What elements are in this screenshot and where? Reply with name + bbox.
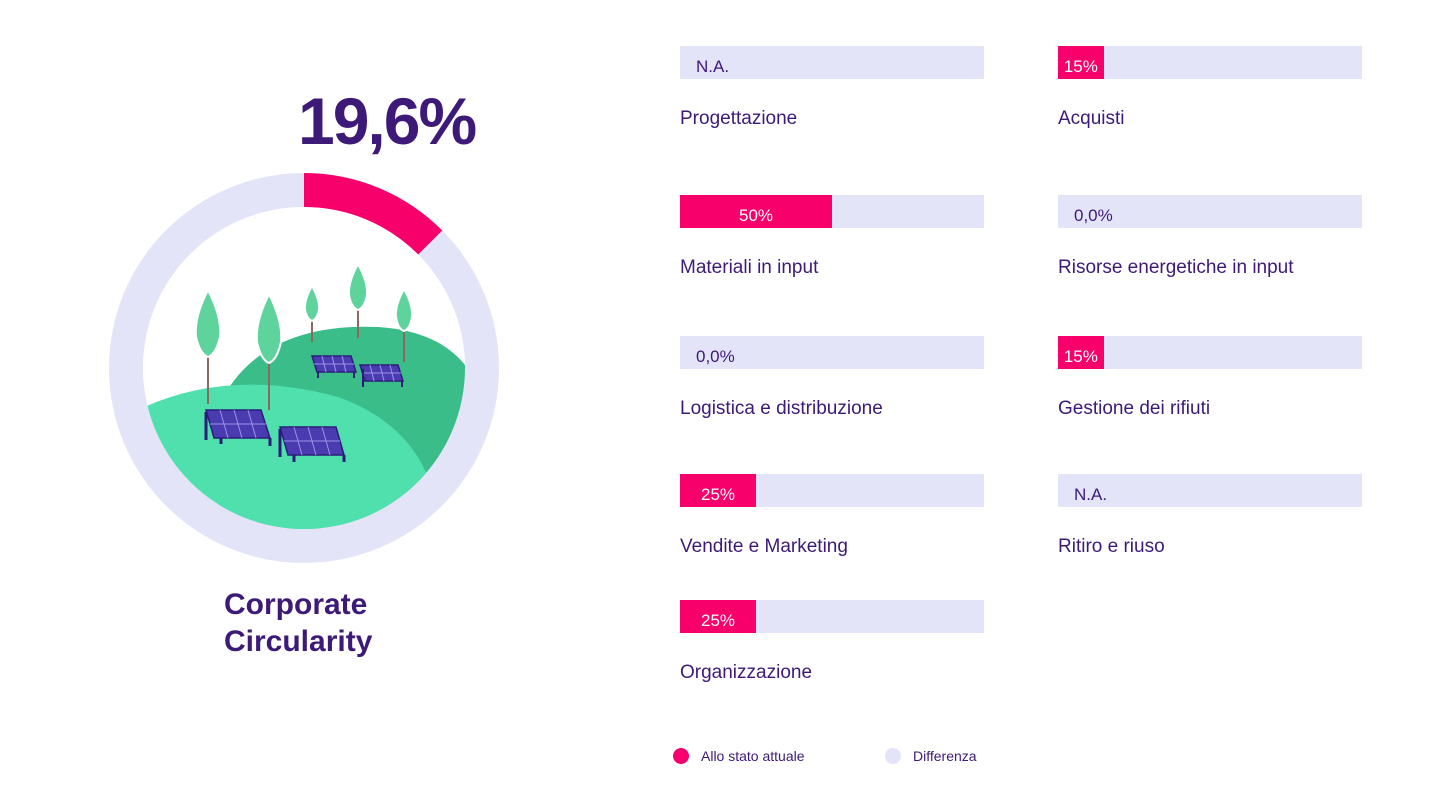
solar-panel-icon (310, 355, 358, 378)
metric-vendite-e-marketing: 25% Vendite e Marketing (680, 474, 984, 558)
metric-bar-fill (680, 195, 832, 228)
metric-bar-track: 0,0% (680, 336, 984, 369)
metric-bar-track: N.A. (680, 46, 984, 79)
metric-bar-fill (1058, 336, 1104, 369)
metric-materiali-in-input: 50% Materiali in input (680, 195, 984, 279)
metric-value-label: 15% (1063, 347, 1098, 366)
circularity-donut (108, 172, 500, 564)
metric-category-label: Vendite e Marketing (680, 536, 848, 557)
metric-category-label: Logistica e distribuzione (680, 398, 883, 419)
metric-bar-track: N.A. (1058, 474, 1362, 507)
caption-line-2: Circularity (224, 625, 373, 658)
metric-value-label: 25% (700, 611, 736, 630)
metric-gestione-dei-rifiuti: 15% Gestione dei rifiuti (1058, 336, 1362, 420)
metric-category-label: Gestione dei rifiuti (1058, 398, 1211, 419)
solar-panel-icon (204, 409, 272, 446)
metric-category-label: Organizzazione (680, 662, 813, 683)
metric-category-label: Acquisti (1058, 108, 1125, 129)
tree-icon (394, 286, 414, 362)
metric-risorse-energetiche-in-input: 0,0% Risorse energetiche in input (1058, 195, 1362, 279)
metric-bar-fill (1058, 46, 1104, 79)
caption-line-1: Corporate (224, 588, 368, 621)
metric-bar-track: 15% (1058, 46, 1362, 79)
metric-organizzazione: 25% Organizzazione (680, 600, 984, 684)
metric-category-label: Progettazione (680, 108, 798, 129)
tree-icon (303, 283, 321, 342)
solar-panel-icon (358, 364, 405, 387)
legend-item-current: Allo stato attuale (673, 748, 805, 764)
legend-dot-current (673, 748, 689, 764)
metric-bar-track: 15% (1058, 336, 1362, 369)
legend-label-current: Allo stato attuale (701, 748, 805, 764)
tree-icon (194, 287, 222, 404)
metric-value-label: N.A. (1074, 485, 1108, 504)
metric-value-label: 25% (700, 485, 736, 504)
metric-bar-track: 25% (680, 474, 984, 507)
metric-value-label: 50% (738, 206, 774, 225)
metric-bar-fill (680, 474, 756, 507)
metric-bar-track: 0,0% (1058, 195, 1362, 228)
tree-icon (347, 261, 369, 338)
metric-value-label: 0,0% (1074, 206, 1113, 225)
metric-bar-track: 25% (680, 600, 984, 633)
chart-caption: Corporate Circularity (224, 586, 372, 660)
legend-item-difference: Differenza (885, 748, 977, 764)
metric-bar-fill (680, 600, 756, 633)
metric-category-label: Ritiro e riuso (1058, 536, 1165, 557)
donut-value-arc (303, 173, 443, 255)
metric-value-label: 0,0% (696, 347, 735, 366)
metric-value-label: 15% (1063, 57, 1098, 76)
overall-circularity-value: 19,6% (298, 84, 477, 158)
legend-label-difference: Differenza (913, 748, 977, 764)
metric-progettazione: N.A. Progettazione (680, 46, 984, 130)
metric-value-label: N.A. (696, 57, 730, 76)
metric-category-label: Materiali in input (680, 257, 819, 278)
metric-bar-track: 50% (680, 195, 984, 228)
legend-dot-difference (885, 748, 901, 764)
metric-acquisti: 15% Acquisti (1058, 46, 1362, 130)
solar-panel-icon (278, 426, 346, 462)
metric-category-label: Risorse energetiche in input (1058, 257, 1294, 278)
metric-logistica-e-distribuzione: 0,0% Logistica e distribuzione (680, 336, 984, 420)
metric-ritiro-e-riuso: N.A. Ritiro e riuso (1058, 474, 1362, 558)
tree-icon (255, 291, 283, 410)
